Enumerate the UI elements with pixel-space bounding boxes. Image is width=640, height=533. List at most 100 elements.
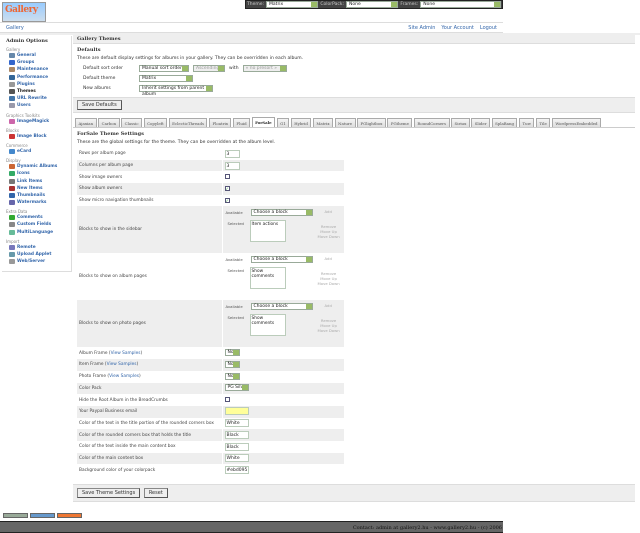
add-block-button[interactable]: Add: [324, 208, 332, 214]
sidebar-item-imagemagick[interactable]: ImageMagick: [6, 118, 67, 125]
color-pack-select[interactable]: PG Silver: [224, 384, 249, 392]
hide-root-album-checkbox[interactable]: [224, 396, 230, 402]
powered-badge[interactable]: [57, 513, 82, 518]
logout-link[interactable]: Logout: [479, 24, 497, 31]
colorpack-select[interactable]: None: [346, 1, 399, 8]
sidebar-item-maintenance[interactable]: Maintenance: [6, 66, 67, 73]
tab-pgtheme[interactable]: PGtheme: [387, 118, 413, 127]
sidebar-item-remote[interactable]: Remote: [6, 244, 67, 251]
save-theme-settings-button[interactable]: Save Theme Settings: [77, 488, 141, 498]
columns-per-page-input[interactable]: 3: [224, 161, 240, 170]
color-input[interactable]: Black: [224, 442, 249, 451]
sort-direction-select[interactable]: Ascending: [193, 64, 225, 72]
album-frame-samples-link[interactable]: View Samples: [110, 350, 141, 356]
sidebar-item-watermarks[interactable]: Watermarks: [6, 199, 67, 206]
move-up-button[interactable]: Move Up: [320, 275, 337, 281]
color-input[interactable]: #ebd095: [224, 466, 249, 475]
site-admin-link[interactable]: Site Admin: [408, 24, 436, 31]
sidebar-item-thumbnails[interactable]: Thumbnails: [6, 192, 67, 199]
presort-select[interactable]: « no presort »: [242, 64, 287, 72]
sidebar-item-themes[interactable]: Themes: [6, 88, 67, 95]
item-frame-select[interactable]: None: [224, 360, 241, 368]
move-down-button[interactable]: Move Down: [317, 233, 340, 239]
tab-slider[interactable]: Slider: [471, 118, 491, 127]
tab-g1[interactable]: G1: [276, 118, 290, 127]
sidebar-item-image-block[interactable]: Image Block: [6, 133, 67, 140]
sidebar-item-link-items[interactable]: Link Items: [6, 177, 67, 184]
tab-copyleft[interactable]: Copyleft: [143, 118, 168, 127]
tab-tuw[interactable]: Tuw: [518, 118, 535, 127]
choose-block-select[interactable]: Choose a block: [250, 302, 313, 310]
tab-forsale[interactable]: ForSale: [251, 117, 276, 127]
color-input[interactable]: White: [224, 454, 249, 463]
sidebar-item-url-rewrite[interactable]: URL Rewrite: [6, 95, 67, 102]
sort-order-select[interactable]: Manual sort order: [139, 64, 189, 72]
tab-tile[interactable]: Tile: [535, 118, 551, 127]
item-frame-samples-link[interactable]: View Samples: [106, 362, 137, 368]
tab-pglightbox[interactable]: PGlightbox: [357, 118, 386, 127]
move-up-button[interactable]: Move Up: [320, 322, 337, 328]
new-albums-select[interactable]: Inherit settings from parent album: [139, 84, 213, 97]
default-theme-select[interactable]: Matrix: [139, 74, 193, 82]
tab-fluid[interactable]: Fluid: [232, 118, 251, 127]
sidebar-item-icons[interactable]: Icons: [6, 170, 67, 177]
validator-badge[interactable]: [3, 513, 28, 518]
sidebar-item-upload-applet[interactable]: Upload Applet: [6, 251, 67, 258]
remove-block-button[interactable]: Remove: [320, 223, 337, 229]
sidebar-item-users[interactable]: Users: [6, 102, 67, 109]
sidebar-item-plugins[interactable]: Plugins: [6, 81, 67, 88]
show-micro-thumbnails-checkbox[interactable]: ✓: [224, 197, 230, 203]
selected-blocks-list[interactable]: Show comments: [249, 313, 286, 336]
tab-nature[interactable]: Nature: [334, 118, 356, 127]
show-album-owners-checkbox[interactable]: ✓: [224, 185, 230, 191]
breadcrumb-gallery[interactable]: Gallery: [6, 24, 24, 31]
gallery-logo[interactable]: Gallery: [2, 2, 46, 22]
tab-hybrid[interactable]: Hybrid: [290, 118, 312, 127]
selected-blocks-list[interactable]: Show comments: [249, 266, 286, 289]
frames-select[interactable]: None: [420, 1, 501, 8]
remove-block-button[interactable]: Remove: [320, 270, 337, 276]
choose-block-select[interactable]: Choose a block: [250, 208, 313, 216]
remove-block-button[interactable]: Remove: [320, 317, 337, 323]
theme-select[interactable]: Matrix: [266, 1, 319, 8]
sidebar-item-comments[interactable]: Comments: [6, 214, 67, 221]
tab-ajaxian[interactable]: Ajaxian: [75, 118, 97, 127]
album-frame-select[interactable]: None: [224, 349, 241, 357]
rows-per-page-input[interactable]: 3: [224, 149, 240, 158]
sidebar-item-general[interactable]: General: [6, 52, 67, 59]
sidebar-item-custom-fields[interactable]: Custom Fields: [6, 221, 67, 228]
tab-eclecticthreads[interactable]: EclecticThreads: [168, 118, 208, 127]
gallery-badge[interactable]: [30, 513, 55, 518]
tab-wordpressembedded[interactable]: WordpressEmbedded: [551, 118, 601, 127]
sidebar-item-groups[interactable]: Groups: [6, 59, 67, 66]
sidebar-item-new-items[interactable]: New Items: [6, 185, 67, 192]
color-input[interactable]: Black: [224, 431, 249, 440]
choose-block-select[interactable]: Choose a block: [250, 255, 313, 263]
tab-siriux[interactable]: Siriux: [451, 118, 470, 127]
reset-button[interactable]: Reset: [143, 488, 168, 498]
paypal-email-input[interactable]: [224, 406, 249, 415]
photo-frame-samples-link[interactable]: View Samples: [109, 374, 139, 380]
move-down-button[interactable]: Move Down: [317, 280, 340, 286]
tab-floatrix[interactable]: Floatrix: [208, 118, 232, 127]
photo-frame-select[interactable]: None: [224, 372, 241, 380]
sidebar-item-multilanguage[interactable]: MultiLanguage: [6, 229, 67, 236]
sidebar-item-web-server[interactable]: Web/Server: [6, 258, 67, 265]
move-up-button[interactable]: Move Up: [320, 228, 337, 234]
color-input[interactable]: White: [224, 419, 249, 428]
sidebar-item-ecard[interactable]: eCard: [6, 148, 67, 155]
save-defaults-button[interactable]: Save Defaults: [77, 100, 122, 110]
tab-carbon[interactable]: Carbon: [98, 118, 120, 127]
tab-splabang[interactable]: SplaBang: [491, 118, 518, 127]
add-block-button[interactable]: Add: [324, 302, 332, 308]
selected-blocks-list[interactable]: Item actions: [249, 219, 286, 242]
tab-matrix[interactable]: Matrix: [312, 118, 334, 127]
add-block-button[interactable]: Add: [324, 255, 332, 261]
tab-roundcorners[interactable]: RoundCorners: [413, 118, 450, 127]
sidebar-item-dynamic-albums[interactable]: Dynamic Albums: [6, 163, 67, 170]
tab-classic[interactable]: Classic: [121, 118, 143, 127]
sidebar-item-performance[interactable]: Performance: [6, 74, 67, 81]
your-account-link[interactable]: Your Account: [441, 24, 474, 31]
show-image-owners-checkbox[interactable]: [224, 173, 230, 179]
move-down-button[interactable]: Move Down: [317, 327, 340, 333]
